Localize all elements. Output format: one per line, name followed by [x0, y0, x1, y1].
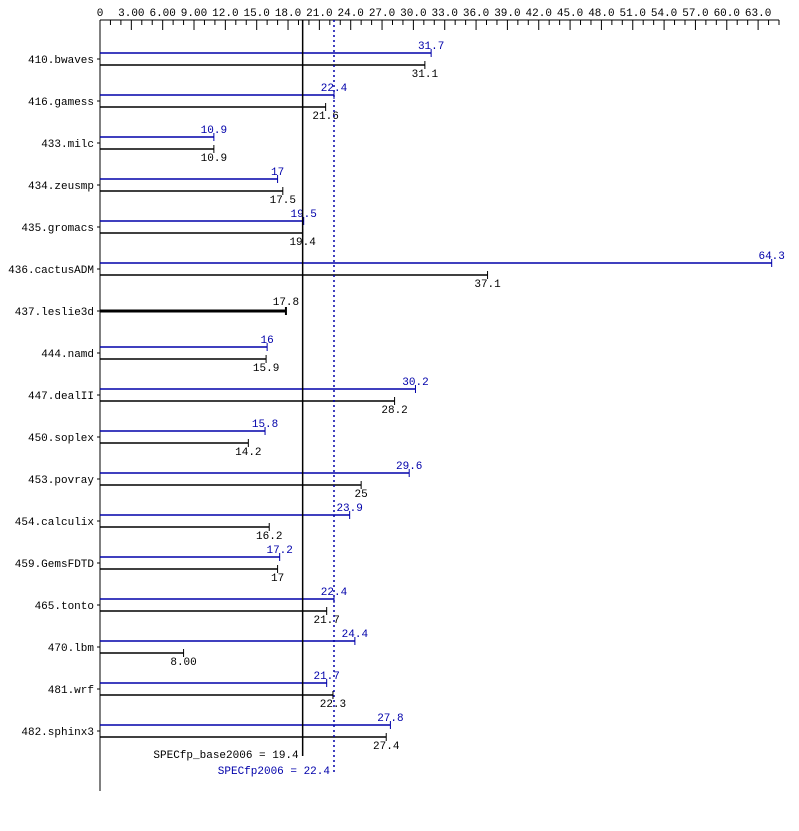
spec-chart: 0 3.00 6.00 9.00 12.0 15.0 18.0 21.0 24.0 27.0 30.… — [0, 0, 799, 831]
benchmark-label: 410.bwaves — [28, 55, 94, 67]
base-label: 15.9 — [253, 363, 279, 375]
peak-label: 22.4 — [321, 587, 348, 599]
base-label: 10.9 — [201, 153, 227, 165]
base-label: 31.1 — [412, 69, 439, 81]
base-label: 8.00 — [170, 657, 196, 669]
x-tick-label: 18.0 — [275, 8, 301, 20]
benchmark-label: 435.gromacs — [21, 223, 94, 235]
benchmark-label: 447.dealII — [28, 391, 94, 403]
x-tick-label: 39.0 — [494, 8, 520, 20]
value-label: 17.8 — [273, 297, 299, 309]
benchmark-label: 433.milc — [41, 139, 94, 151]
benchmark-label: 437.leslie3d — [15, 307, 94, 319]
base-label: 21.7 — [313, 615, 339, 627]
x-tick-label: 3.00 — [118, 8, 144, 20]
x-tick-label: 30.0 — [400, 8, 426, 20]
x-tick-label: 24.0 — [338, 8, 364, 20]
peak-label: 16 — [261, 335, 274, 347]
base-label: 17 — [271, 573, 284, 585]
benchmark-label: 416.gamess — [28, 97, 94, 109]
base-label: 37.1 — [474, 279, 501, 291]
peak-label: 64.3 — [758, 251, 784, 263]
base-label: 21.6 — [312, 111, 338, 123]
benchmark-label: 436.cactusADM — [8, 265, 94, 277]
x-tick-label: 27.0 — [369, 8, 395, 20]
peak-label: 17.2 — [266, 545, 292, 557]
peak-label: 27.8 — [377, 713, 403, 725]
benchmark-label: 459.GemsFDTD — [15, 559, 95, 571]
peak-label: 21.7 — [313, 671, 339, 683]
x-tick-label: 33.0 — [432, 8, 458, 20]
base-label: 28.2 — [381, 405, 407, 417]
peak-label: 22.4 — [321, 83, 348, 95]
x-tick-label: 42.0 — [526, 8, 552, 20]
benchmark-label: 482.sphinx3 — [21, 727, 94, 739]
benchmark-label: 465.tonto — [35, 601, 94, 613]
x-tick-label: 15.0 — [243, 8, 269, 20]
benchmark-label: 434.zeusmp — [28, 181, 94, 193]
peak-summary: SPECfp2006 = 22.4 — [218, 766, 331, 778]
peak-label: 30.2 — [402, 377, 428, 389]
x-tick-label: 0 — [97, 8, 104, 20]
x-tick-label: 63.0 — [745, 8, 771, 20]
base-label: 22.3 — [320, 699, 346, 711]
benchmark-label: 444.namd — [41, 349, 94, 361]
benchmark-label: 470.lbm — [48, 643, 95, 655]
peak-label: 19.5 — [290, 209, 316, 221]
base-summary: SPECfp_base2006 = 19.4 — [153, 750, 299, 762]
base-label: 16.2 — [256, 531, 282, 543]
benchmark-label: 453.povray — [28, 475, 94, 487]
x-tick-label: 48.0 — [588, 8, 614, 20]
base-label: 14.2 — [235, 447, 261, 459]
x-tick-label: 6.00 — [149, 8, 175, 20]
peak-label: 23.9 — [336, 503, 362, 515]
x-tick-label: 57.0 — [682, 8, 708, 20]
base-label: 17.5 — [270, 195, 296, 207]
x-tick-label: 36.0 — [463, 8, 489, 20]
peak-label: 17 — [271, 167, 284, 179]
peak-label: 10.9 — [201, 125, 227, 137]
base-label: 25 — [355, 489, 368, 501]
base-label: 27.4 — [373, 741, 400, 753]
x-tick-label: 51.0 — [620, 8, 646, 20]
x-tick-label: 54.0 — [651, 8, 677, 20]
peak-label: 15.8 — [252, 419, 278, 431]
benchmark-label: 481.wrf — [48, 685, 94, 697]
x-tick-label: 9.00 — [181, 8, 207, 20]
peak-label: 24.4 — [342, 629, 369, 641]
benchmark-label: 450.soplex — [28, 433, 94, 445]
x-tick-label: 45.0 — [557, 8, 583, 20]
peak-label: 31.7 — [418, 41, 444, 53]
x-tick-label: 60.0 — [714, 8, 740, 20]
x-tick-label: 12.0 — [212, 8, 238, 20]
benchmark-label: 454.calculix — [15, 517, 95, 529]
peak-label: 29.6 — [396, 461, 422, 473]
x-tick-label: 21.0 — [306, 8, 332, 20]
